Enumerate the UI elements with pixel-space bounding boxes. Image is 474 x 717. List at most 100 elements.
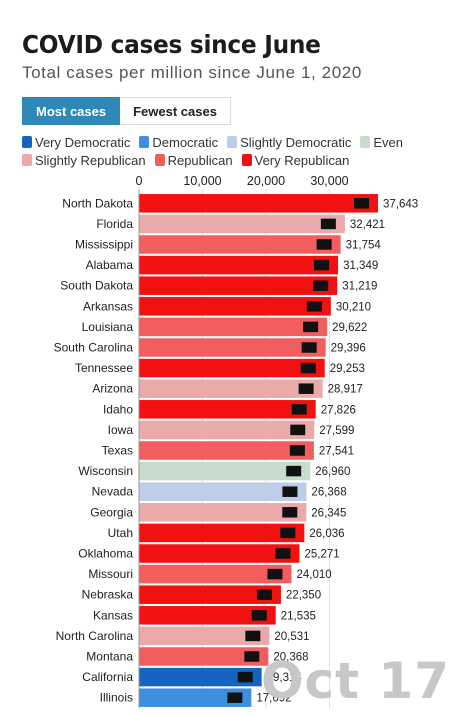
legend-item: Slightly Democratic xyxy=(227,134,351,150)
state-shape-icon xyxy=(237,671,253,683)
legend-label: Even xyxy=(373,134,404,150)
state-shape-icon xyxy=(300,362,316,374)
bar xyxy=(139,214,345,234)
legend-swatch xyxy=(154,154,165,166)
bar xyxy=(139,585,281,604)
value-label: 26,036 xyxy=(309,528,344,540)
state-label: Kansas xyxy=(93,608,133,622)
legend-item: Republican xyxy=(154,152,233,168)
state-label: Florida xyxy=(96,217,133,231)
value-label: 26,345 xyxy=(311,507,346,519)
date-watermark: Oct 17 xyxy=(260,652,450,710)
value-label: 31,219 xyxy=(342,281,377,293)
most-cases-button[interactable]: Most cases xyxy=(22,97,121,125)
legend-label: Democratic xyxy=(152,134,219,150)
state-shape-icon xyxy=(244,651,260,662)
bar xyxy=(139,461,311,481)
bar xyxy=(139,564,292,584)
state-label: Illinois xyxy=(100,691,133,705)
bar xyxy=(139,235,341,254)
value-label: 37,643 xyxy=(383,198,418,210)
bar xyxy=(139,276,338,295)
bar xyxy=(139,420,315,440)
bar xyxy=(139,667,262,687)
state-label: Utah xyxy=(108,526,133,540)
bar xyxy=(139,297,331,316)
value-label: 20,368 xyxy=(273,652,308,664)
x-tick-label: 20,000 xyxy=(247,174,285,188)
state-shape-icon xyxy=(313,280,329,291)
value-label: 27,541 xyxy=(319,446,354,458)
state-shape-icon xyxy=(267,568,283,580)
value-label: 25,271 xyxy=(304,549,339,561)
state-label: Wisconsin xyxy=(78,464,133,478)
value-label: 30,210 xyxy=(336,301,371,313)
state-label: South Carolina xyxy=(54,341,134,355)
x-tick-label: 10,000 xyxy=(183,174,221,188)
state-label: South Dakota xyxy=(60,279,133,293)
value-label: 26,960 xyxy=(315,466,350,478)
chart-title: COVID cases since June xyxy=(22,30,321,59)
value-label: 24,010 xyxy=(296,569,331,581)
sort-toggle: Most cases Fewest cases xyxy=(22,97,231,125)
state-shape-icon xyxy=(320,218,336,230)
bar xyxy=(139,358,325,378)
legend-swatch xyxy=(227,136,238,148)
state-label: Idaho xyxy=(103,402,133,416)
value-label: 26,368 xyxy=(311,487,346,499)
state-label: Georgia xyxy=(90,505,133,519)
state-label: Arizona xyxy=(92,382,133,396)
legend-swatch xyxy=(22,154,32,166)
bar xyxy=(139,441,314,460)
bar xyxy=(139,544,300,563)
state-shape-icon xyxy=(251,610,267,621)
state-shape-icon xyxy=(280,527,296,539)
value-label: 31,754 xyxy=(346,240,382,252)
bar xyxy=(139,194,379,213)
legend-swatch xyxy=(139,136,150,148)
bar xyxy=(139,523,305,543)
state-label: Mississippi xyxy=(75,238,133,252)
value-label: 31,349 xyxy=(343,260,378,272)
fewest-cases-button[interactable]: Fewest cases xyxy=(120,97,231,125)
bar xyxy=(139,317,328,337)
state-shape-icon xyxy=(256,589,272,600)
value-label: 29,396 xyxy=(331,343,366,355)
state-shape-icon xyxy=(282,507,298,518)
bar xyxy=(139,626,270,646)
state-label: Tennessee xyxy=(75,361,133,375)
partisanship-legend: Very Democratic Democratic Slightly Democr… xyxy=(22,134,462,168)
state-label: Texas xyxy=(102,444,133,458)
legend-item: Even xyxy=(360,134,403,150)
value-label: 17,692 xyxy=(256,693,291,705)
legend-item: Very Democratic xyxy=(22,134,130,150)
value-label: 27,826 xyxy=(321,404,356,416)
bar xyxy=(139,379,323,398)
state-shape-icon xyxy=(290,424,306,436)
legend-label: Slightly Republican xyxy=(35,152,146,168)
legend-swatch xyxy=(241,154,252,166)
legend-label: Slightly Democratic xyxy=(240,134,352,150)
value-label: 29,253 xyxy=(330,363,365,375)
state-shape-icon xyxy=(314,259,330,271)
state-shape-icon xyxy=(316,239,332,250)
value-label: 20,531 xyxy=(274,631,309,643)
bar xyxy=(139,255,339,275)
state-shape-icon xyxy=(289,445,305,456)
bar xyxy=(139,482,307,501)
x-tick-label: 0 xyxy=(136,174,143,188)
value-label: 21,535 xyxy=(281,610,316,622)
bar xyxy=(139,647,269,666)
bar xyxy=(139,606,276,625)
value-label: 19,314 xyxy=(267,672,303,684)
state-shape-icon xyxy=(303,321,319,333)
legend-label: Very Republican xyxy=(254,152,350,168)
state-shape-icon xyxy=(286,465,302,477)
state-label: Louisiana xyxy=(82,320,134,334)
state-shape-icon xyxy=(291,404,307,415)
legend-label: Republican xyxy=(167,152,233,168)
value-label: 22,350 xyxy=(286,590,321,602)
state-shape-icon xyxy=(282,486,298,497)
state-label: North Carolina xyxy=(56,629,134,643)
state-shape-icon xyxy=(298,383,314,394)
